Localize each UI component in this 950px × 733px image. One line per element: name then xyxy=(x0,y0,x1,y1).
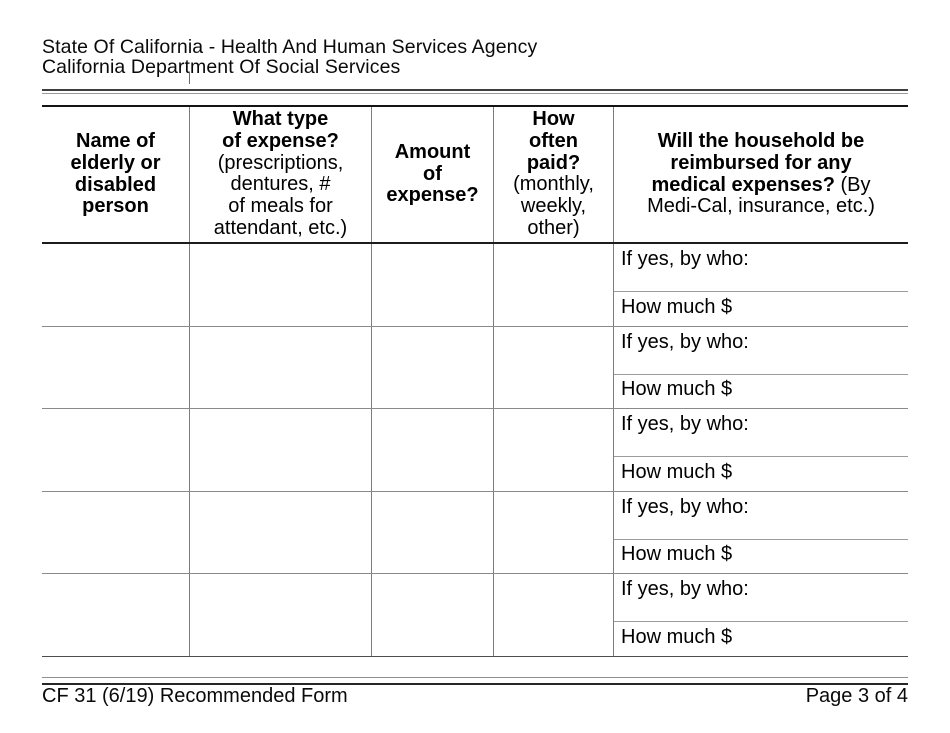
how-much-label: How much $ xyxy=(621,625,733,648)
header-text-line: of xyxy=(423,162,442,185)
department-title: California Department Of Social Services xyxy=(42,55,401,78)
amount-fill-cell xyxy=(372,574,494,656)
header-text-line: How xyxy=(532,108,575,130)
name-fill-cell xyxy=(42,574,190,656)
table-row: If yes, by who: How much $ xyxy=(42,244,908,327)
header-text-line: Name of xyxy=(76,129,155,152)
column-header-reimbursement: Will the household be reimbursed for any… xyxy=(614,107,908,242)
column-header-frequency: How often paid? (monthly, weekly, other) xyxy=(494,107,614,242)
page-header: State Of California - Health And Human S… xyxy=(42,36,908,78)
frequency-fill-cell xyxy=(494,409,614,491)
column-header-expense-type: What type of expense? (prescriptions, de… xyxy=(190,107,372,242)
how-much-label: How much $ xyxy=(621,543,733,566)
reimbursed-by-label: If yes, by who: xyxy=(614,244,908,293)
frequency-fill-cell xyxy=(494,326,614,408)
header-text-line: disabled xyxy=(74,173,157,196)
header-note-line: (monthly, xyxy=(513,173,594,196)
how-much-label: How much $ xyxy=(621,378,733,401)
amount-fill-cell xyxy=(372,326,494,408)
expense-type-fill-cell xyxy=(190,326,372,408)
header-text-line: often xyxy=(529,129,578,152)
form-number: CF 31 (6/19) Recommended Form xyxy=(42,685,348,707)
frequency-fill-cell xyxy=(494,244,614,326)
header-double-rule xyxy=(42,89,908,95)
reimbursement-cell: If yes, by who: How much $ xyxy=(614,244,908,326)
table-row: If yes, by who: How much $ xyxy=(42,491,908,574)
header-note-line: dentures, # xyxy=(230,173,331,196)
reimbursement-cell: If yes, by who: How much $ xyxy=(614,492,908,574)
reimbursed-by-label: If yes, by who: xyxy=(614,409,908,458)
name-fill-cell xyxy=(42,326,190,408)
frequency-fill-cell xyxy=(494,491,614,573)
header-text-line: elderly or xyxy=(70,151,161,174)
header-text-line: medical expenses? (By xyxy=(651,173,871,196)
table-row: If yes, by who: How much $ xyxy=(42,574,908,657)
reimbursement-cell: If yes, by who: How much $ xyxy=(614,409,908,491)
header-note-line: of meals for xyxy=(228,195,333,218)
reimbursed-by-label: If yes, by who: xyxy=(614,492,908,540)
reimbursement-cell: If yes, by who: How much $ xyxy=(614,574,908,656)
page-footer: CF 31 (6/19) Recommended Form Page 3 of … xyxy=(42,686,908,707)
medical-expenses-table: Name of elderly or disabled person What … xyxy=(42,105,908,657)
header-note-line: attendant, etc.) xyxy=(213,216,348,239)
agency-title: State Of California - Health And Human S… xyxy=(42,36,538,58)
how-much-label: How much $ xyxy=(621,460,733,483)
header-note-line: weekly, xyxy=(520,195,587,218)
header-text-line: person xyxy=(82,195,149,218)
amount-fill-cell xyxy=(372,491,494,573)
expense-type-fill-cell xyxy=(190,491,372,573)
reimbursement-cell: If yes, by who: How much $ xyxy=(614,327,908,409)
reimbursed-by-label: If yes, by who: xyxy=(614,327,908,375)
name-fill-cell xyxy=(42,244,190,326)
table-row: If yes, by who: How much $ xyxy=(42,326,908,409)
expense-type-fill-cell xyxy=(190,244,372,326)
footer-double-rule xyxy=(42,677,908,686)
how-much-label: How much $ xyxy=(621,295,733,318)
table-row: If yes, by who: How much $ xyxy=(42,409,908,492)
reimbursed-by-label: If yes, by who: xyxy=(614,574,908,623)
header-note-line: other) xyxy=(527,216,580,239)
header-text-line: reimbursed for any xyxy=(670,151,852,174)
header-text-line: What type xyxy=(232,108,329,130)
name-fill-cell xyxy=(42,409,190,491)
name-fill-cell xyxy=(42,491,190,573)
frequency-fill-cell xyxy=(494,574,614,656)
amount-fill-cell xyxy=(372,244,494,326)
header-text-line: expense? xyxy=(386,184,479,207)
page-number: Page 3 of 4 xyxy=(805,685,908,707)
header-text-line: Medi-Cal, insurance, etc.) xyxy=(647,195,875,218)
column-header-name-of-person: Name of elderly or disabled person xyxy=(42,107,190,242)
header-text-line: Will the household be xyxy=(657,129,865,152)
table-header-row: Name of elderly or disabled person What … xyxy=(42,107,908,244)
header-note-line: (prescriptions, xyxy=(217,151,344,174)
header-text-line: of expense? xyxy=(222,129,339,152)
header-text-line: Amount xyxy=(394,140,471,163)
header-text-line: paid? xyxy=(526,151,581,174)
expense-type-fill-cell xyxy=(190,574,372,656)
amount-fill-cell xyxy=(372,409,494,491)
stray-tick-mark xyxy=(188,72,190,84)
column-header-amount: Amount of expense? xyxy=(372,107,494,242)
expense-type-fill-cell xyxy=(190,409,372,491)
